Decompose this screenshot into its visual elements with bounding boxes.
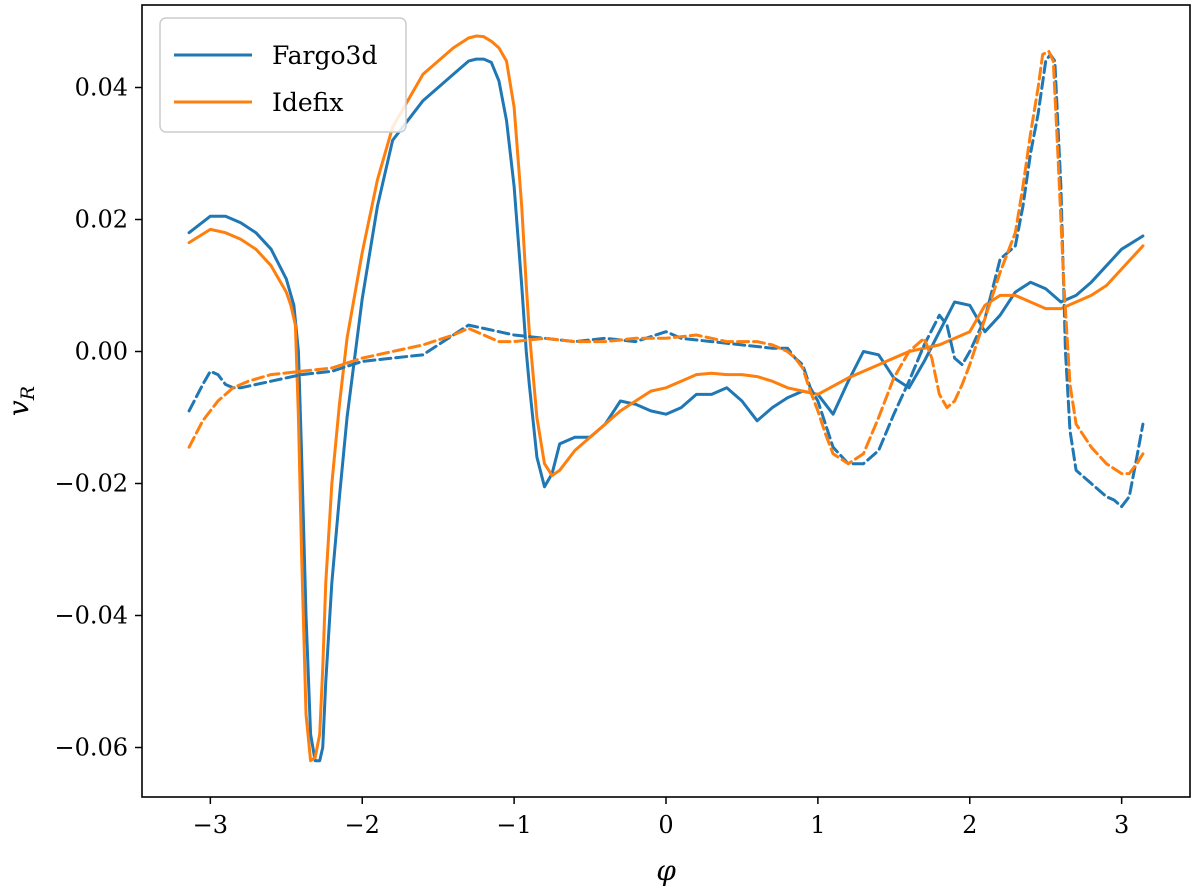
series-line-idefix-solid xyxy=(187,34,1145,763)
x-tick-label: −3 xyxy=(193,811,228,839)
y-axis-label-sub: R xyxy=(17,386,39,401)
svg-text:vR: vR xyxy=(2,386,39,416)
y-tick-label: 0.04 xyxy=(75,74,128,102)
x-tick-label: 0 xyxy=(658,811,673,839)
legend: Fargo3d Idefix xyxy=(159,17,407,133)
legend-label-fargo3d: Fargo3d xyxy=(272,41,377,70)
x-tick-label: 1 xyxy=(810,811,825,839)
x-tick-label: −2 xyxy=(345,811,380,839)
y-axis-ticks: −0.06 −0.04 −0.02 0.00 0.02 0.04 xyxy=(54,74,142,762)
x-axis-label: φ xyxy=(656,854,676,887)
y-tick-label: 0.02 xyxy=(75,206,128,234)
series-layer xyxy=(187,34,1145,763)
legend-label-idefix: Idefix xyxy=(272,88,343,117)
series-line-fargo3d-solid xyxy=(187,57,1145,763)
x-tick-label: 2 xyxy=(962,811,977,839)
y-axis-label: vR xyxy=(2,386,39,416)
y-tick-label: 0.00 xyxy=(75,338,128,366)
y-tick-label: −0.02 xyxy=(54,470,128,498)
y-tick-label: −0.04 xyxy=(54,602,128,630)
x-tick-label: −1 xyxy=(496,811,531,839)
y-tick-label: −0.06 xyxy=(54,734,128,762)
series-line-idefix-dashed xyxy=(187,49,1145,476)
x-tick-label: 3 xyxy=(1114,811,1129,839)
y-axis-label-main: v xyxy=(2,400,35,416)
x-axis-ticks: −3 −2 −1 0 1 2 3 xyxy=(193,797,1129,839)
